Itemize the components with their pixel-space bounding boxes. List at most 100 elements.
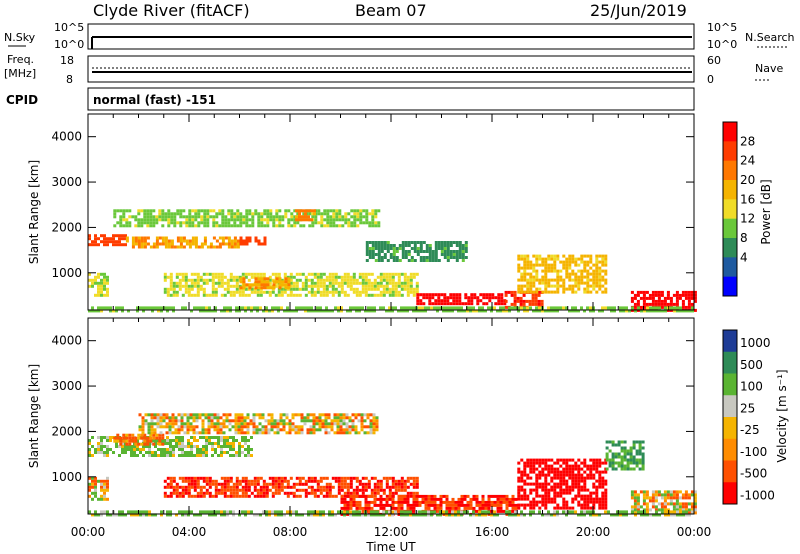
velocity-cell	[526, 458, 530, 462]
velocity-cell	[134, 436, 138, 440]
velocity-cell	[88, 476, 91, 480]
power-cell	[280, 287, 284, 291]
velocity-cell	[370, 513, 373, 517]
power-cell	[203, 239, 207, 243]
velocity-cell	[262, 488, 266, 492]
power-cell	[194, 209, 198, 213]
power-cell	[281, 280, 285, 284]
power-cell	[212, 224, 216, 228]
velocity-cell	[418, 510, 421, 514]
power-cell	[377, 221, 381, 225]
power-cell	[169, 272, 173, 276]
power-cell	[88, 243, 91, 247]
velocity-cell	[265, 482, 269, 486]
power-cell	[361, 275, 365, 279]
velocity-cell	[174, 431, 178, 435]
power-cell	[580, 306, 583, 310]
power-cell	[100, 290, 103, 294]
velocity-cell	[639, 505, 643, 509]
power-cell	[470, 299, 474, 303]
velocity-cell	[310, 476, 314, 480]
power-cell	[125, 224, 129, 228]
velocity-cell	[220, 451, 223, 454]
power-cell	[529, 287, 533, 291]
power-cell	[187, 284, 191, 288]
velocity-cell	[553, 513, 556, 517]
power-cell	[272, 283, 276, 287]
velocity-cell	[553, 500, 557, 504]
power-cell	[370, 309, 373, 313]
power-cell	[143, 215, 147, 219]
power-ylabel: Slant Range [km]	[27, 160, 41, 264]
velocity-cell	[267, 428, 271, 432]
velocity-cell	[145, 451, 148, 454]
velocity-cell	[364, 503, 368, 507]
power-cell	[220, 293, 224, 297]
velocity-cell	[669, 490, 673, 494]
velocity-cell	[364, 513, 367, 517]
velocity-cell	[295, 476, 299, 480]
power-cell	[298, 306, 301, 310]
velocity-cell	[589, 458, 593, 462]
velocity-cell	[334, 479, 338, 483]
power-cell	[488, 293, 492, 297]
power-cell	[383, 253, 387, 256]
power-cell	[338, 218, 342, 222]
velocity-cell	[199, 448, 202, 451]
power-cell	[636, 302, 640, 306]
power-cell	[208, 306, 211, 310]
power-cell	[568, 260, 572, 264]
power-cell	[541, 275, 545, 279]
power-cell	[460, 309, 463, 313]
power-cell	[657, 293, 661, 297]
power-cell	[245, 224, 249, 228]
velocity-cell	[430, 503, 434, 507]
velocity-cell	[571, 464, 575, 468]
power-cell	[103, 293, 106, 297]
power-cell	[131, 236, 135, 240]
velocity-cell	[493, 510, 496, 514]
power-cell	[361, 284, 365, 288]
velocity-cell	[217, 454, 220, 457]
velocity-cell	[169, 482, 173, 486]
power-cell	[212, 218, 216, 222]
power-cell	[202, 287, 206, 291]
velocity-cell	[214, 451, 217, 454]
velocity-cell	[256, 476, 260, 480]
power-cell	[434, 256, 438, 259]
velocity-cell	[286, 479, 290, 483]
power-cell	[257, 221, 261, 225]
velocity-cell	[252, 428, 256, 432]
velocity-cell	[318, 425, 322, 429]
velocity-cell	[174, 419, 178, 423]
power-cell	[251, 221, 255, 225]
power-colorbar-segment	[723, 257, 737, 278]
power-cell	[531, 299, 535, 303]
power-colorbar-segment	[723, 218, 737, 239]
velocity-cell	[580, 510, 583, 514]
power-cell	[103, 284, 106, 288]
power-cell	[604, 260, 608, 264]
power-cell	[400, 281, 404, 285]
power-cell	[654, 299, 658, 303]
velocity-cell	[166, 510, 169, 514]
power-cell	[681, 293, 685, 297]
velocity-cell	[373, 482, 377, 486]
velocity-cell	[617, 455, 621, 459]
power-cell	[544, 257, 548, 261]
velocity-cell	[187, 485, 191, 489]
velocity-cell	[168, 419, 172, 423]
power-cell	[428, 299, 432, 303]
power-cell	[163, 306, 166, 310]
velocity-cell	[526, 497, 530, 501]
velocity-cell	[190, 454, 193, 457]
velocity-cell	[604, 510, 607, 514]
power-cell	[149, 209, 153, 213]
power-cell	[604, 281, 608, 285]
velocity-cell	[150, 413, 154, 417]
velocity-cell	[460, 503, 464, 507]
power-cell	[452, 256, 456, 259]
power-cell	[403, 275, 407, 279]
velocity-cell	[250, 448, 253, 451]
velocity-cell	[178, 476, 182, 480]
